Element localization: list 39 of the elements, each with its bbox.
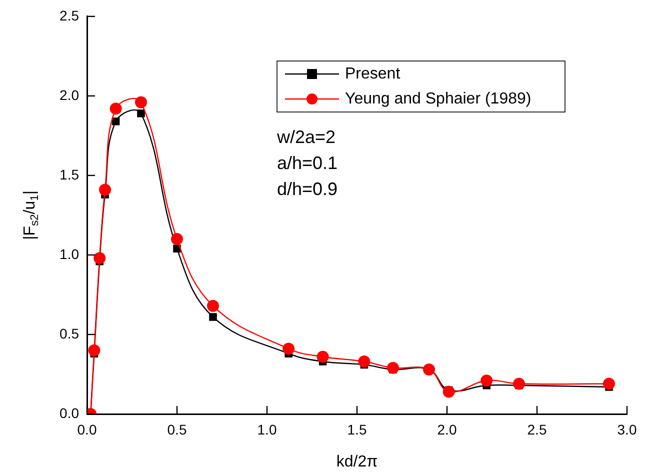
- point: [171, 233, 183, 246]
- point: [137, 110, 145, 118]
- point: [135, 96, 147, 108]
- annotation: w/2a=2: [276, 126, 336, 147]
- x-tick-label: 2.0: [437, 421, 457, 438]
- point: [442, 386, 455, 398]
- y-axis-title: |Fs2/u1|: [21, 190, 41, 240]
- point: [358, 356, 370, 368]
- point: [209, 313, 217, 321]
- legend-label: Yeung and Sphaier (1989): [345, 90, 532, 108]
- x-tick-label: 0.5: [167, 421, 187, 438]
- point: [112, 117, 120, 126]
- point: [207, 300, 219, 312]
- x-tick-label: 2.5: [527, 421, 547, 438]
- point: [513, 378, 525, 390]
- y-tick-label: 0.5: [60, 325, 80, 342]
- x-tick-label: 1.0: [257, 421, 277, 438]
- point: [480, 374, 493, 387]
- point: [423, 363, 435, 376]
- y-tick-label: 2.0: [60, 86, 80, 103]
- point: [387, 362, 399, 374]
- x-tick-label: 3.0: [617, 421, 637, 438]
- y-tick-label: 0.0: [60, 404, 80, 421]
- y-tick-label: 1.0: [60, 246, 80, 262]
- legend-label: Present: [345, 65, 401, 82]
- point: [88, 344, 100, 356]
- x-axis-title: kd/2π: [336, 453, 378, 470]
- point: [316, 350, 329, 363]
- annotation: d/h=0.9: [277, 178, 338, 199]
- y-tick-label: 2.5: [60, 7, 80, 24]
- y-tick-label: 1.5: [60, 166, 80, 182]
- point: [99, 184, 111, 196]
- point: [110, 102, 122, 115]
- point: [94, 252, 106, 264]
- point: [603, 378, 615, 390]
- x-tick-label: 1.5: [347, 421, 367, 438]
- point: [282, 342, 295, 355]
- x-tick-label: 0.0: [77, 421, 97, 438]
- annotation: a/h=0.1: [277, 152, 338, 173]
